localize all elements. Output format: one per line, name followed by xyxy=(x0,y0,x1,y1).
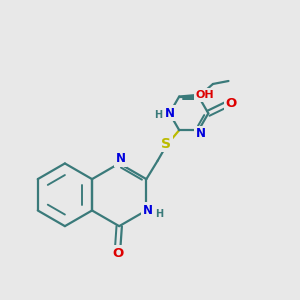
Text: S: S xyxy=(161,136,171,151)
Text: OH: OH xyxy=(196,90,214,100)
Text: N: N xyxy=(116,152,126,166)
Text: N: N xyxy=(196,127,206,140)
Text: H: H xyxy=(155,209,163,219)
Text: N: N xyxy=(143,204,153,217)
Text: H: H xyxy=(154,110,162,120)
Text: N: N xyxy=(164,107,175,120)
Text: O: O xyxy=(225,97,237,110)
Text: O: O xyxy=(112,247,123,260)
